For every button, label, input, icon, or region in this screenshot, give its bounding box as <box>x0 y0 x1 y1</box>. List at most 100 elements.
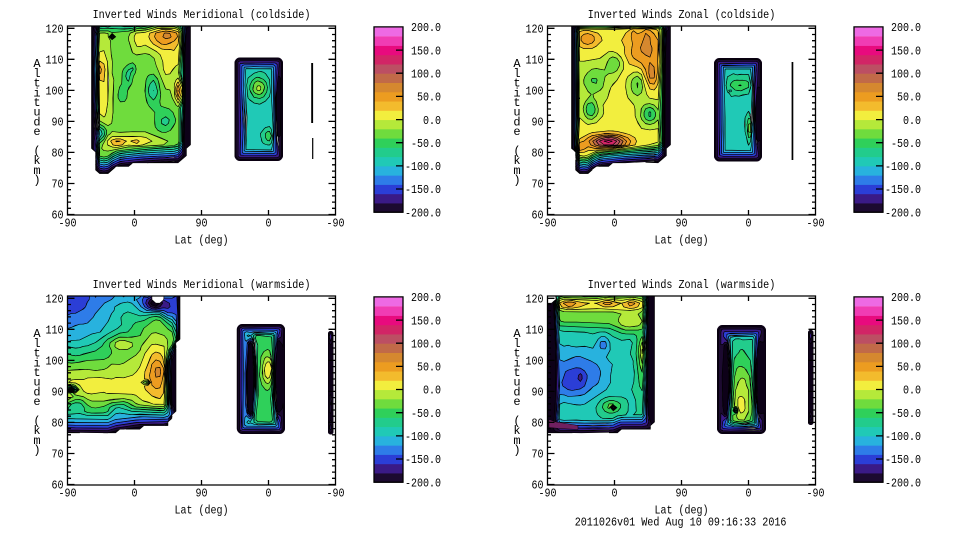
svg-text:120: 120 <box>526 293 544 307</box>
svg-text:200.0: 200.0 <box>891 291 921 305</box>
svg-text:150.0: 150.0 <box>411 44 441 58</box>
svg-text:150.0: 150.0 <box>891 44 921 58</box>
svg-text:e: e <box>513 395 520 409</box>
svg-text:90: 90 <box>676 217 688 231</box>
svg-text:l: l <box>513 67 520 81</box>
svg-text:90: 90 <box>196 487 208 501</box>
svg-text:0: 0 <box>612 217 618 231</box>
svg-text:t: t <box>33 347 40 361</box>
svg-text:l: l <box>33 337 40 351</box>
svg-text:-90: -90 <box>807 487 825 501</box>
svg-text:k: k <box>513 154 520 168</box>
svg-text:u: u <box>33 376 40 390</box>
svg-text:50.0: 50.0 <box>417 361 441 375</box>
svg-text:l: l <box>513 337 520 351</box>
svg-text:0: 0 <box>132 487 138 501</box>
svg-text:m: m <box>513 164 520 178</box>
svg-text:e: e <box>513 125 520 139</box>
svg-text:d: d <box>513 385 520 399</box>
svg-text:-90: -90 <box>59 217 77 231</box>
svg-text:90: 90 <box>52 116 64 130</box>
svg-text:t: t <box>33 96 40 110</box>
svg-text:(: ( <box>513 415 520 429</box>
svg-text:100.0: 100.0 <box>891 67 921 81</box>
svg-text:90: 90 <box>532 386 544 400</box>
svg-text:110: 110 <box>526 54 544 68</box>
svg-text:t: t <box>33 366 40 380</box>
svg-text:120: 120 <box>46 293 64 307</box>
svg-text:-90: -90 <box>539 487 557 501</box>
svg-text:k: k <box>33 424 40 438</box>
svg-text:100: 100 <box>526 85 544 99</box>
svg-text:0.0: 0.0 <box>903 114 921 128</box>
svg-text:70: 70 <box>532 448 544 462</box>
svg-text:d: d <box>33 385 40 399</box>
svg-text:e: e <box>33 125 40 139</box>
svg-text:u: u <box>513 106 520 120</box>
svg-text:0: 0 <box>132 217 138 231</box>
svg-text:100: 100 <box>526 355 544 369</box>
svg-text:t: t <box>513 366 520 380</box>
svg-text:-100.0: -100.0 <box>405 430 441 444</box>
svg-text:d: d <box>513 115 520 129</box>
svg-text:Lat (deg): Lat (deg) <box>655 234 709 248</box>
svg-text:110: 110 <box>46 324 64 338</box>
svg-text:): ) <box>33 444 40 458</box>
svg-text:50.0: 50.0 <box>897 91 921 105</box>
svg-text:-150.0: -150.0 <box>405 183 441 197</box>
svg-text:i: i <box>513 86 520 100</box>
svg-text:e: e <box>33 395 40 409</box>
svg-text:-50.0: -50.0 <box>891 137 921 151</box>
svg-text:80: 80 <box>532 417 544 431</box>
svg-text:u: u <box>33 106 40 120</box>
svg-text:-90: -90 <box>327 487 345 501</box>
svg-text:-100.0: -100.0 <box>885 430 921 444</box>
svg-text:-150.0: -150.0 <box>405 453 441 467</box>
svg-text:80: 80 <box>52 147 64 161</box>
svg-text:110: 110 <box>526 324 544 338</box>
svg-text:l: l <box>33 67 40 81</box>
svg-text:60: 60 <box>52 209 64 223</box>
svg-text:m: m <box>33 434 40 448</box>
svg-text:90: 90 <box>532 116 544 130</box>
svg-text:i: i <box>33 86 40 100</box>
svg-text:-150.0: -150.0 <box>885 183 921 197</box>
svg-text:u: u <box>513 376 520 390</box>
svg-text:0: 0 <box>266 487 272 501</box>
svg-text:A: A <box>513 57 521 71</box>
svg-text:0.0: 0.0 <box>423 114 441 128</box>
svg-text:t: t <box>513 77 520 91</box>
svg-text:0: 0 <box>266 217 272 231</box>
svg-text:A: A <box>33 327 41 341</box>
svg-text:200.0: 200.0 <box>411 291 441 305</box>
svg-text:(: ( <box>33 415 40 429</box>
svg-text:t: t <box>513 96 520 110</box>
svg-text:): ) <box>513 174 520 188</box>
svg-text:(: ( <box>33 145 40 159</box>
svg-text:t: t <box>33 77 40 91</box>
svg-text:2011026v01 Wed Aug 10 09:16:33: 2011026v01 Wed Aug 10 09:16:33 2016 <box>575 516 787 530</box>
svg-text:-200.0: -200.0 <box>885 206 921 220</box>
svg-text:150.0: 150.0 <box>411 314 441 328</box>
svg-text:Lat (deg): Lat (deg) <box>655 504 709 518</box>
svg-text:70: 70 <box>532 178 544 192</box>
svg-text:90: 90 <box>52 386 64 400</box>
svg-text:110: 110 <box>46 54 64 68</box>
svg-text:-200.0: -200.0 <box>405 476 441 490</box>
svg-text:): ) <box>513 444 520 458</box>
svg-text:i: i <box>513 356 520 370</box>
svg-text:-200.0: -200.0 <box>885 476 921 490</box>
svg-text:Lat (deg): Lat (deg) <box>175 234 229 248</box>
svg-text:0: 0 <box>612 487 618 501</box>
svg-text:0.0: 0.0 <box>903 384 921 398</box>
svg-text:0: 0 <box>746 487 752 501</box>
svg-text:120: 120 <box>526 23 544 37</box>
svg-text:m: m <box>513 434 520 448</box>
svg-text:d: d <box>33 115 40 129</box>
svg-text:Inverted Winds Zonal (warmside: Inverted Winds Zonal (warmside) <box>588 278 776 292</box>
svg-text:-90: -90 <box>539 217 557 231</box>
svg-text:80: 80 <box>52 417 64 431</box>
svg-text:Inverted Winds Zonal (coldside: Inverted Winds Zonal (coldside) <box>588 8 776 22</box>
svg-text:100: 100 <box>46 355 64 369</box>
svg-text:A: A <box>513 327 521 341</box>
